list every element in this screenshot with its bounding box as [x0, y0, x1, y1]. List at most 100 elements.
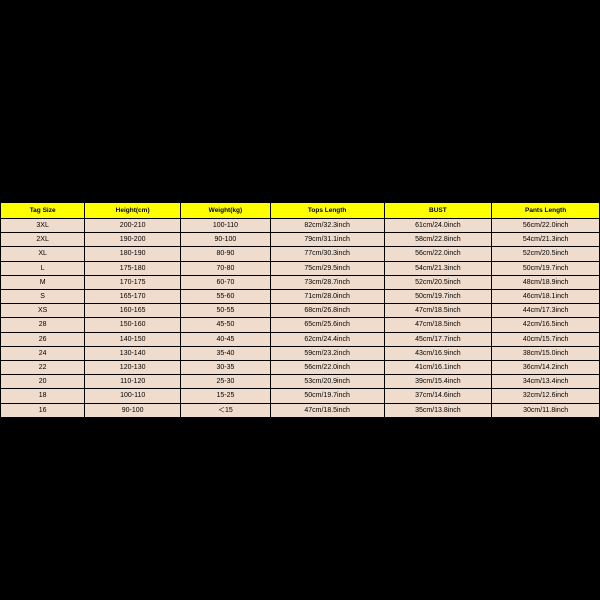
canvas: Tag Size Height(cm) Weight(kg) Tops Leng… [0, 0, 600, 600]
table-header-row: Tag Size Height(cm) Weight(kg) Tops Leng… [1, 203, 600, 219]
col-height: Height(cm) [85, 203, 181, 219]
cell: 50cm/19.7inch [492, 261, 600, 275]
cell: 32cm/12.6inch [492, 389, 600, 403]
cell: 100-110 [181, 219, 271, 233]
cell: 200-210 [85, 219, 181, 233]
cell: 60-70 [181, 275, 271, 289]
cell: 56cm/22.0inch [492, 219, 600, 233]
cell: 47cm/18.5inch [384, 318, 492, 332]
cell: 160-165 [85, 304, 181, 318]
cell: 25-30 [181, 375, 271, 389]
cell: 26 [1, 332, 85, 346]
table-row: L 175-180 70-80 75cm/29.5inch 54cm/21.3i… [1, 261, 600, 275]
cell: 18 [1, 389, 85, 403]
cell: 16 [1, 403, 85, 417]
cell: ＜15 [181, 403, 271, 417]
cell: 56cm/22.0inch [384, 247, 492, 261]
table-row: 16 90-100 ＜15 47cm/18.5inch 35cm/13.8inc… [1, 403, 600, 417]
cell: 71cm/28.0inch [270, 290, 384, 304]
cell: 130-140 [85, 346, 181, 360]
cell: 44cm/17.3inch [492, 304, 600, 318]
cell: 24 [1, 346, 85, 360]
table-row: 2XL 190-200 90-100 79cm/31.1inch 58cm/22… [1, 233, 600, 247]
table-row: 18 100-110 15-25 50cm/19.7inch 37cm/14.6… [1, 389, 600, 403]
cell: 20 [1, 375, 85, 389]
cell: 36cm/14.2inch [492, 361, 600, 375]
cell: 65cm/25.6inch [270, 318, 384, 332]
cell: 58cm/22.8inch [384, 233, 492, 247]
cell: 41cm/16.1inch [384, 361, 492, 375]
cell: 47cm/18.5inch [384, 304, 492, 318]
col-weight: Weight(kg) [181, 203, 271, 219]
cell: 100-110 [85, 389, 181, 403]
cell: 52cm/20.5inch [384, 275, 492, 289]
cell: 70-80 [181, 261, 271, 275]
cell: 52cm/20.5inch [492, 247, 600, 261]
cell: 180-190 [85, 247, 181, 261]
cell: 56cm/22.0inch [270, 361, 384, 375]
table-body: 3XL 200-210 100-110 82cm/32.3inch 61cm/2… [1, 219, 600, 418]
cell: 80-90 [181, 247, 271, 261]
table-row: S 165-170 55-60 71cm/28.0inch 50cm/19.7i… [1, 290, 600, 304]
cell: 190-200 [85, 233, 181, 247]
cell: 37cm/14.6inch [384, 389, 492, 403]
cell: 43cm/16.9inch [384, 346, 492, 360]
cell: 45cm/17.7inch [384, 332, 492, 346]
cell: 30cm/11.8inch [492, 403, 600, 417]
cell: 140-150 [85, 332, 181, 346]
cell: 54cm/21.3inch [492, 233, 600, 247]
cell: 35cm/13.8inch [384, 403, 492, 417]
cell: 30-35 [181, 361, 271, 375]
cell: 150-160 [85, 318, 181, 332]
cell: 28 [1, 318, 85, 332]
cell: 47cm/18.5inch [270, 403, 384, 417]
size-table: Tag Size Height(cm) Weight(kg) Tops Leng… [1, 203, 600, 418]
cell: 90-100 [85, 403, 181, 417]
cell: 62cm/24.4inch [270, 332, 384, 346]
cell: 110-120 [85, 375, 181, 389]
cell: 73cm/28.7inch [270, 275, 384, 289]
table-row: 28 150-160 45-50 65cm/25.6inch 47cm/18.5… [1, 318, 600, 332]
col-bust: BUST [384, 203, 492, 219]
cell: 75cm/29.5inch [270, 261, 384, 275]
cell: 53cm/20.9inch [270, 375, 384, 389]
cell: M [1, 275, 85, 289]
cell: 59cm/23.2inch [270, 346, 384, 360]
table-row: 20 110-120 25-30 53cm/20.9inch 39cm/15.4… [1, 375, 600, 389]
cell: 55-60 [181, 290, 271, 304]
cell: 79cm/31.1inch [270, 233, 384, 247]
cell: 50cm/19.7inch [270, 389, 384, 403]
cell: 40-45 [181, 332, 271, 346]
cell: 120-130 [85, 361, 181, 375]
cell: 35-40 [181, 346, 271, 360]
cell: 38cm/15.0inch [492, 346, 600, 360]
cell: 48cm/18.9inch [492, 275, 600, 289]
col-pants-length: Pants Length [492, 203, 600, 219]
cell: L [1, 261, 85, 275]
cell: 34cm/13.4inch [492, 375, 600, 389]
cell: S [1, 290, 85, 304]
cell: 40cm/15.7inch [492, 332, 600, 346]
size-table-wrap: Tag Size Height(cm) Weight(kg) Tops Leng… [0, 202, 600, 418]
cell: XL [1, 247, 85, 261]
cell: 54cm/21.3inch [384, 261, 492, 275]
cell: 45-50 [181, 318, 271, 332]
cell: 82cm/32.3inch [270, 219, 384, 233]
cell: 175-180 [85, 261, 181, 275]
cell: 77cm/30.3inch [270, 247, 384, 261]
cell: 50cm/19.7inch [384, 290, 492, 304]
table-row: 22 120-130 30-35 56cm/22.0inch 41cm/16.1… [1, 361, 600, 375]
col-tag-size: Tag Size [1, 203, 85, 219]
cell: 90-100 [181, 233, 271, 247]
table-row: M 170-175 60-70 73cm/28.7inch 52cm/20.5i… [1, 275, 600, 289]
cell: 22 [1, 361, 85, 375]
cell: 46cm/18.1inch [492, 290, 600, 304]
table-row: XL 180-190 80-90 77cm/30.3inch 56cm/22.0… [1, 247, 600, 261]
cell: 39cm/15.4inch [384, 375, 492, 389]
cell: 68cm/26.8inch [270, 304, 384, 318]
col-tops-length: Tops Length [270, 203, 384, 219]
cell: 165-170 [85, 290, 181, 304]
table-row: 3XL 200-210 100-110 82cm/32.3inch 61cm/2… [1, 219, 600, 233]
cell: 170-175 [85, 275, 181, 289]
cell: 42cm/16.5inch [492, 318, 600, 332]
